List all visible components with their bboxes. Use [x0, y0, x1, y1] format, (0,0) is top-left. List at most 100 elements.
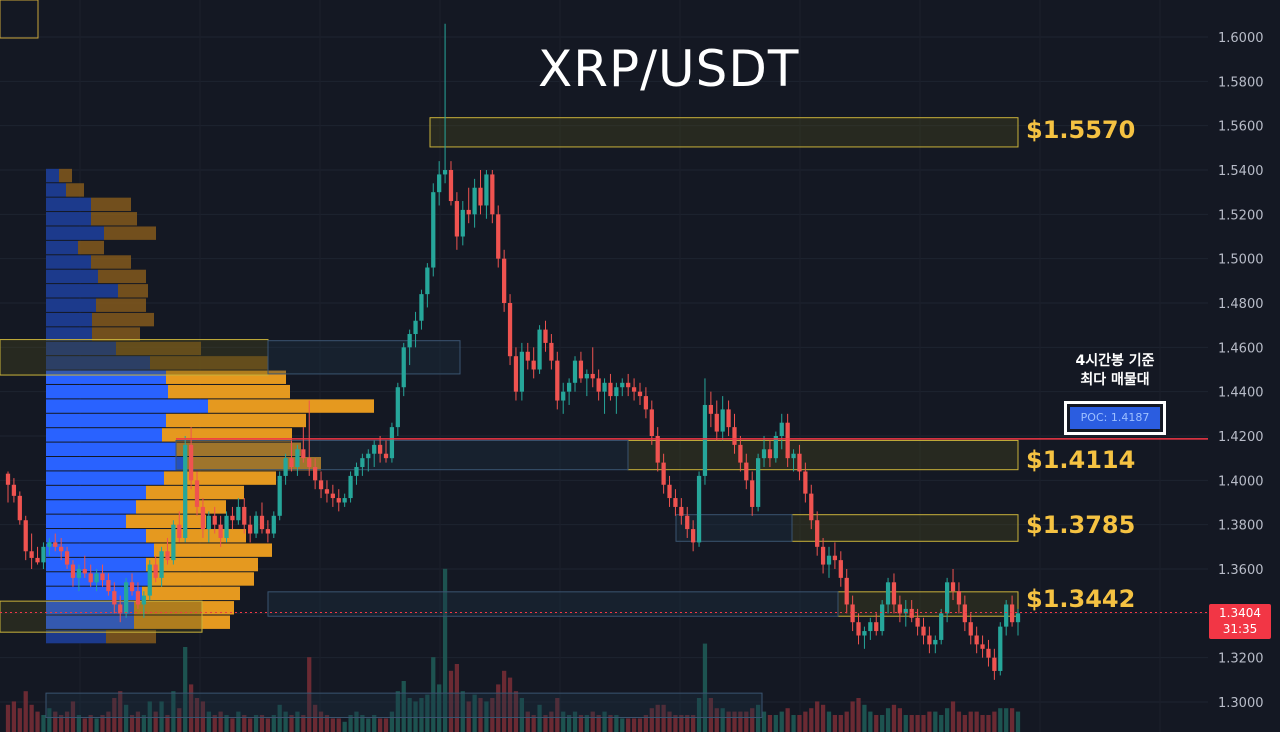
- candle-body: [974, 635, 979, 645]
- y-tick-label: 1.3800: [1218, 519, 1264, 534]
- profile-buy-bar: [46, 341, 116, 356]
- volume-bar: [35, 711, 40, 732]
- profile-buy-bar: [46, 356, 150, 370]
- volume-bar: [324, 715, 330, 732]
- profile-buy-bar: [46, 327, 92, 341]
- poc-note-line1: 4시간봉 기준: [1075, 353, 1155, 369]
- profile-buy-bar: [46, 629, 106, 644]
- volume-bar: [1015, 711, 1021, 732]
- candle-body: [620, 382, 625, 388]
- candle-body: [23, 520, 28, 552]
- candle-body: [826, 555, 832, 565]
- volume-bar: [360, 715, 365, 732]
- volume-bar: [909, 715, 914, 732]
- volume-bar: [649, 708, 654, 732]
- profile-sell-bar: [66, 183, 84, 197]
- candle-body: [602, 382, 607, 392]
- candle-body: [248, 524, 253, 534]
- volume-bar: [555, 698, 560, 732]
- volume-bar: [531, 715, 536, 732]
- volume-bar: [419, 698, 424, 732]
- volume-bar: [714, 708, 719, 732]
- profile-sell-bar: [78, 240, 104, 255]
- candle-body: [679, 506, 684, 516]
- volume-bar: [667, 711, 672, 732]
- candle-body: [413, 320, 418, 335]
- candle-body: [472, 187, 477, 215]
- volume-bar: [100, 715, 105, 732]
- candle-body: [88, 573, 93, 583]
- profile-buy-bar: [46, 529, 146, 543]
- volume-bar: [631, 718, 637, 732]
- volume-bar: [437, 684, 442, 732]
- history-zone: [675, 514, 793, 542]
- volume-bar: [177, 708, 182, 732]
- poc-note-line2: 최다 매물대: [1080, 372, 1150, 388]
- volume-bar: [785, 708, 790, 732]
- candle-body: [750, 480, 755, 507]
- current-price-tag: 1.3404 31:35: [1209, 604, 1271, 640]
- volume-bar: [537, 704, 542, 732]
- volume-bar: [685, 715, 690, 732]
- volume-bar: [590, 711, 595, 732]
- y-tick-label: 1.5200: [1218, 208, 1264, 223]
- candle-body: [927, 635, 932, 645]
- volume-bar: [301, 715, 306, 732]
- candle-body: [437, 174, 442, 193]
- candle-body: [667, 484, 672, 499]
- level-zone: [0, 339, 269, 376]
- profile-sell-bar: [166, 370, 286, 384]
- candle-body: [283, 458, 288, 476]
- history-zone: [267, 340, 461, 375]
- volume-bar: [543, 715, 548, 732]
- volume-bar: [803, 711, 808, 732]
- profile-sell-bar: [164, 471, 276, 485]
- volume-bar: [998, 708, 1003, 732]
- profile-buy-bar: [46, 183, 66, 197]
- profile-buy-bar: [46, 543, 154, 557]
- candle-body: [685, 515, 690, 530]
- poc-annotation: 4시간봉 기준 최다 매물대: [1040, 352, 1190, 390]
- candle-body: [236, 506, 241, 521]
- volume-bar: [366, 718, 371, 732]
- profile-sell-bar: [146, 557, 258, 572]
- profile-buy-bar: [46, 457, 186, 471]
- volume-bar: [956, 711, 962, 732]
- candle-body: [572, 360, 578, 383]
- candle-body: [874, 622, 879, 632]
- candle-body: [631, 387, 637, 392]
- candle-body: [637, 391, 643, 397]
- candle-body: [726, 409, 731, 428]
- candle-body: [64, 551, 70, 565]
- candle-body: [194, 480, 200, 507]
- profile-sell-bar: [91, 255, 131, 269]
- y-tick-label: 1.5000: [1218, 253, 1264, 268]
- candle-body: [1015, 613, 1021, 623]
- volume-bar: [608, 715, 613, 732]
- volume-bar: [903, 715, 908, 732]
- level-zone: [791, 514, 1019, 542]
- candle-body: [502, 258, 507, 303]
- volume-bar: [442, 568, 448, 732]
- profile-sell-bar: [166, 413, 306, 428]
- profile-sell-bar: [150, 356, 268, 370]
- candle-body: [531, 360, 536, 370]
- volume-bar: [750, 708, 755, 732]
- profile-marker-box: [0, 0, 39, 39]
- level-zones: [0, 117, 1019, 719]
- candle-body: [224, 515, 229, 538]
- candle-body: [265, 529, 271, 534]
- volume-bar: [643, 715, 649, 732]
- candle-body: [354, 467, 359, 476]
- volume-bar: [129, 715, 135, 732]
- volume-bar: [513, 691, 519, 732]
- candle-body: [809, 493, 814, 521]
- volume-bar: [413, 701, 418, 732]
- candle-body: [549, 342, 554, 361]
- candle-body: [513, 356, 519, 392]
- candle-body: [106, 580, 111, 592]
- volume-bar: [874, 715, 879, 732]
- candle-body: [868, 622, 873, 632]
- volume-bar: [744, 711, 749, 732]
